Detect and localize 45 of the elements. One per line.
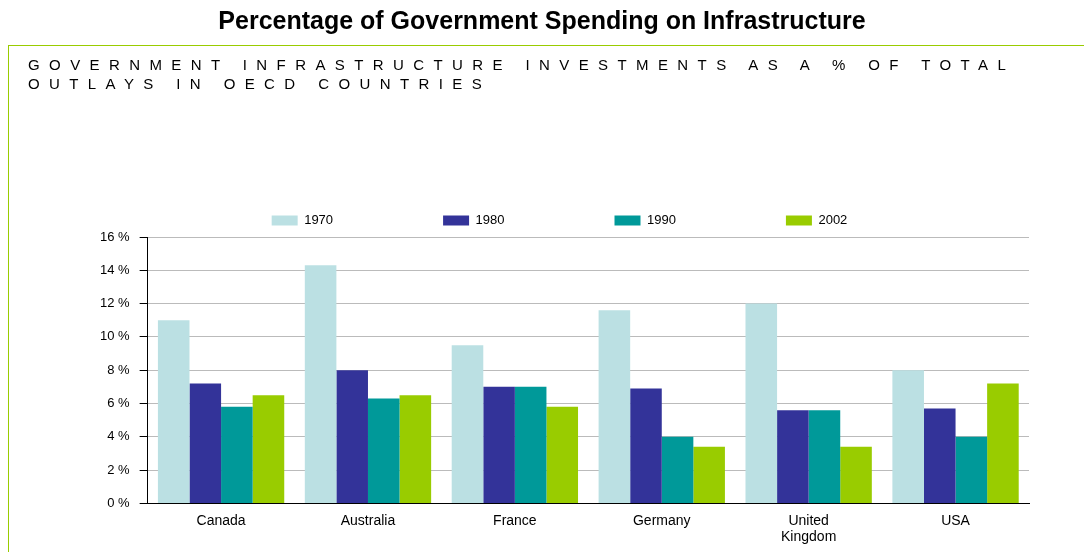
- x-tick-label: USA: [941, 511, 971, 528]
- legend-label: 1990: [647, 212, 676, 228]
- y-tick-label: 8 %: [107, 361, 131, 377]
- legend-label: 1980: [475, 212, 505, 228]
- bar: [630, 388, 662, 503]
- bar: [483, 386, 515, 503]
- legend-label: 1970: [304, 212, 334, 228]
- bar: [777, 410, 809, 503]
- y-tick-label: 0 %: [107, 494, 131, 510]
- x-tick-label: France: [493, 511, 537, 528]
- bar: [923, 408, 956, 503]
- bar: [546, 406, 579, 503]
- y-tick-label: 12 %: [99, 295, 131, 311]
- bar: [451, 345, 484, 503]
- bar: [661, 436, 694, 503]
- bar: [367, 398, 400, 503]
- bar: [304, 265, 337, 503]
- bar: [955, 436, 988, 503]
- y-tick-label: 2 %: [107, 461, 131, 477]
- bar: [189, 383, 222, 503]
- bar: [892, 370, 924, 503]
- y-tick-label: 16 %: [99, 228, 131, 244]
- y-tick-label: 4 %: [107, 428, 131, 444]
- x-tick-label: United Kingdom: [781, 511, 837, 545]
- bar: [336, 370, 368, 503]
- legend-label: 2002: [818, 212, 848, 228]
- chart-subtitle: GOVERNMENT INFRASTRUCTURE INVESTMENTS AS A % OF TOTAL OUTLAYS IN OECD COUNTRIES: [28, 55, 1016, 93]
- bar: [987, 383, 1019, 503]
- bar: [808, 410, 841, 503]
- bar: [157, 320, 190, 503]
- x-tick-label: Germany: [632, 511, 691, 528]
- y-tick-label: 10 %: [99, 328, 131, 344]
- bar: [399, 395, 432, 503]
- y-tick-label: 6 %: [107, 395, 131, 411]
- x-tick-label: Australia: [340, 511, 396, 528]
- bar: [514, 386, 547, 503]
- bar: [840, 446, 872, 503]
- bar: [598, 310, 631, 503]
- bar: [745, 303, 778, 503]
- bar: [693, 446, 725, 503]
- bar: [252, 395, 285, 503]
- bar: [221, 406, 253, 503]
- chart-title: Percentage of Government Spending on Infrastructure: [217, 6, 867, 35]
- y-tick-label: 14 %: [99, 261, 131, 277]
- x-tick-label: Canada: [196, 511, 246, 528]
